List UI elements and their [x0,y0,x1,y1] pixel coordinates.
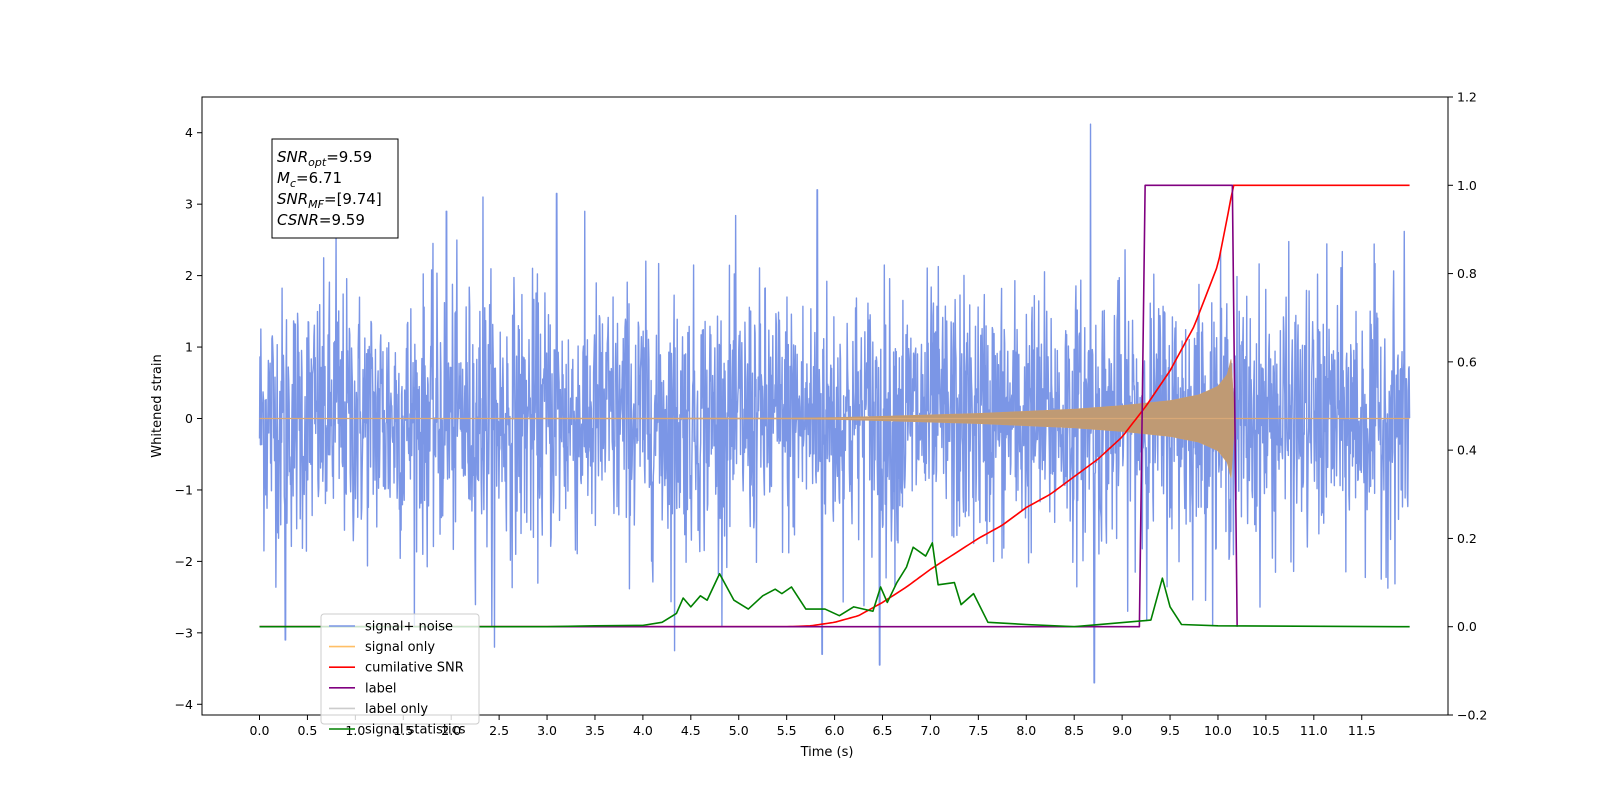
x-tick-label: 0.0 [250,723,270,738]
legend-frame [320,613,480,725]
y-left-tick-label: 0 [185,411,193,426]
series-signal-statistics [259,542,1410,628]
annotation-frame [271,138,399,239]
x-tick-label: 2.0 [441,723,461,738]
y-left-tick-label: −3 [175,625,193,640]
annotation-line: Mc=6.71 [277,169,342,190]
legend-label: cumilative SNR [365,661,464,676]
x-tick-label: 6.5 [873,723,893,738]
x-axis-label: Time (s) [800,745,854,760]
x-tick-label: 11.0 [1300,723,1328,738]
annotation-line: SNRopt=9.59 [277,148,372,169]
y-axis-label: Whitened strain [150,354,165,457]
plot-frame [201,96,1449,716]
x-tick-label: 9.5 [1160,723,1180,738]
y-left-tick-label: −4 [175,697,193,712]
legend: signal+ noise signal only cumilative SNR la… [320,613,480,738]
x-tick-label: 2.5 [489,723,509,738]
y-left-tick-label: −1 [175,482,193,497]
x-tick-label: 1.0 [345,723,365,738]
y-right-tick-label: 0.4 [1457,443,1477,458]
annotation-line: SNRMF=[9.74] [277,190,382,211]
x-tick-label: 4.5 [681,723,701,738]
y-right-tick-label: 0.2 [1457,531,1477,546]
y-left-tick-label: −2 [175,554,193,569]
series-label [259,184,1238,628]
x-tick-label: 9.0 [1112,723,1132,738]
y-right-tick-label: 0.8 [1457,266,1477,281]
y-left-tick-label: 2 [185,268,193,283]
y-right-tick-label: 1.0 [1457,178,1477,193]
x-tick-label: 10.5 [1252,723,1280,738]
legend-label: label only [365,702,428,717]
x-tick-label: 0.5 [297,723,317,738]
y-right-tick-label: −0.2 [1457,708,1487,723]
y-right-tick-label: 0.0 [1457,619,1477,634]
legend-label: signal statistics [365,723,466,738]
x-tick-label: 10.0 [1204,723,1232,738]
y-right-tick-label: 1.2 [1457,90,1477,105]
x-tick-label: 5.0 [729,723,749,738]
x-tick-label: 5.5 [777,723,797,738]
x-tick-label: 7.0 [920,723,940,738]
y-left-tick-label: 3 [185,197,193,212]
x-tick-label: 4.0 [633,723,653,738]
legend-label: label [365,681,396,696]
x-tick-label: 6.0 [825,723,845,738]
legend-label: signal+ noise [365,620,453,635]
legend-label: signal only [365,640,435,655]
x-tick-label: 3.5 [585,723,605,738]
y-left-tick-label: 1 [185,340,193,355]
x-tick-label: 1.5 [393,723,413,738]
y-left-tick-label: 4 [185,125,193,140]
axes: 0.0 0.5 1.0 1.5 2.0 2.5 3.0 3.5 4.0 4.5 5.0 5.5 6.0 6… [150,90,1487,761]
x-tick-label: 11.5 [1348,723,1376,738]
y-right-tick-label: 0.6 [1457,354,1477,369]
x-tick-label: 7.5 [968,723,988,738]
x-tick-label: 3.0 [537,723,557,738]
annotation-line: CSNR=9.59 [277,211,365,229]
x-tick-label: 8.5 [1064,723,1084,738]
x-tick-label: 8.0 [1016,723,1036,738]
